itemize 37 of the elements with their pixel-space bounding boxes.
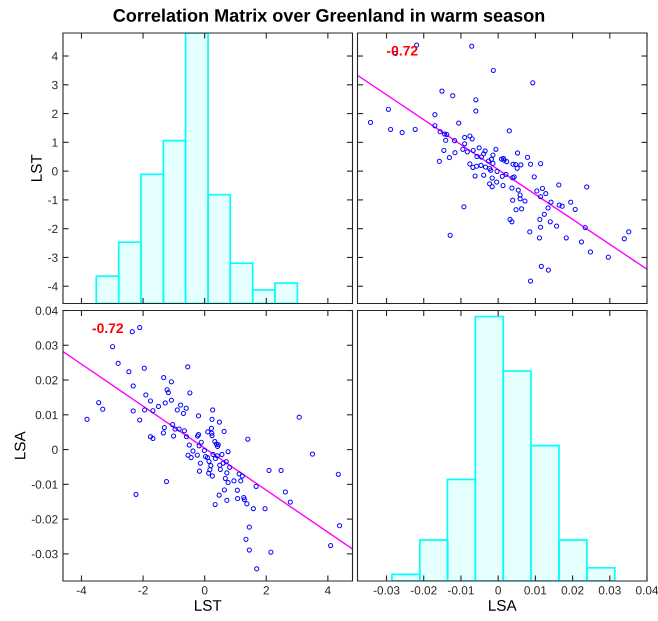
y-tick-label: 0.04 [36,306,58,315]
y-tick-label: 0.02 [36,376,58,384]
x-axis-title: LSA [489,600,517,611]
y-tick-label: -0.03 [32,550,58,558]
x-tick-label: -4 [76,586,86,594]
y-tick-label: 0 [52,446,58,454]
x-tick-label: 0.02 [562,586,584,595]
y-tick-label: -3 [48,253,58,262]
y-tick-label: 2 [52,110,58,118]
y-tick-label: 0.01 [36,410,58,420]
x-tick-label: 0.04 [636,586,658,595]
y-tick-label: 3 [52,80,58,90]
x-axis-title: LST [194,600,222,611]
x-tick-label: -0.02 [410,586,437,595]
y-tick-label: -1 [48,196,58,204]
x-tick-label: 2 [264,586,269,594]
x-tick-label: 0.01 [524,586,546,595]
annotation: -0.72 [386,46,418,56]
y-tick-label: -2 [48,224,58,233]
y-tick-label: -0.02 [32,515,58,524]
x-tick-label: 0 [202,586,208,595]
x-tick-label: 4 [324,586,331,594]
chart-title: Correlation Matrix over Greenland in warm season [114,8,544,22]
y-axis-title: LST [31,154,42,182]
x-tick-label: 0.03 [598,586,621,595]
x-tick-label: -0.01 [448,586,474,595]
y-tick-label: 4 [52,52,58,60]
x-tick-label: -0.03 [374,586,400,595]
annotation: -0.72 [92,323,124,334]
x-tick-label: 0 [495,586,501,595]
y-tick-label: 0.03 [36,341,58,350]
y-tick-label: -0.01 [32,480,58,489]
x-tick-label: -2 [138,586,148,594]
y-tick-label: 0 [52,167,58,176]
y-tick-label: -4 [48,282,58,291]
y-axis-title: LSA [14,431,26,459]
y-tick-label: 1 [52,138,58,147]
